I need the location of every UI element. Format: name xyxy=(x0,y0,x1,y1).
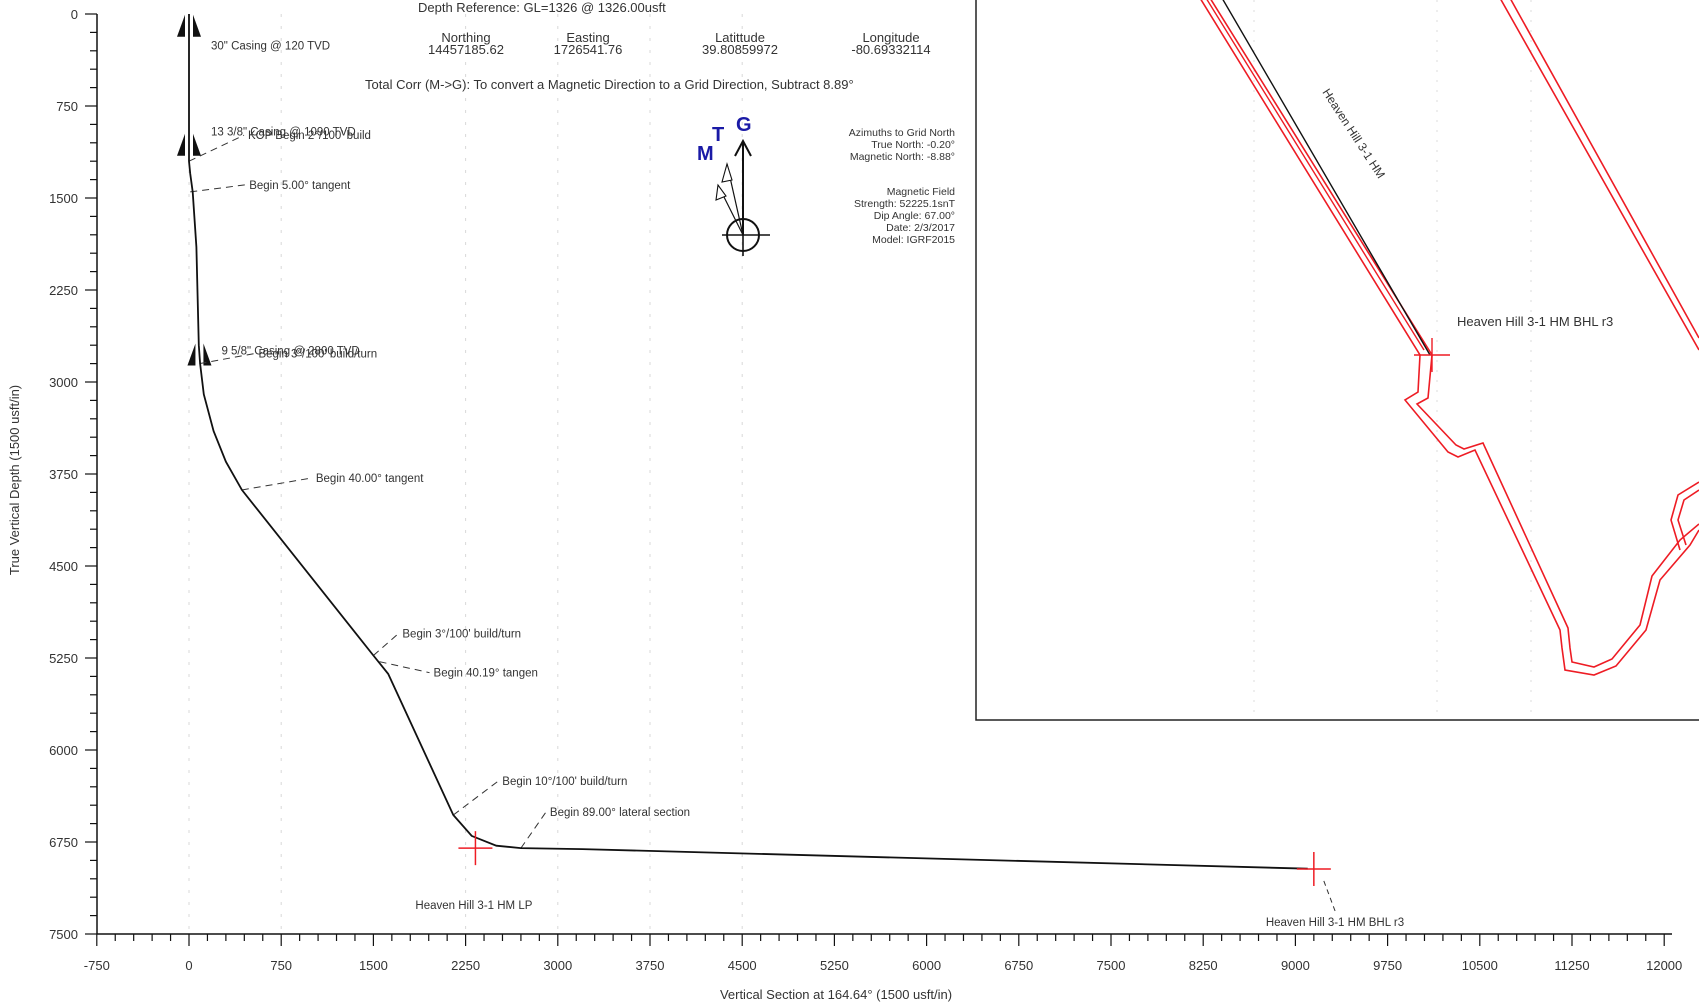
y-tick-label: 750 xyxy=(56,99,78,114)
well-path-series xyxy=(188,14,1308,870)
annotation-leader xyxy=(379,661,430,674)
plan-bhl-label: Heaven Hill 3-1 HM BHL r3 xyxy=(1457,314,1613,329)
plan-bhl-target-icon xyxy=(1414,338,1450,372)
annotation-label: Begin 5.00° tangent xyxy=(249,180,351,192)
magnetic-field-block: Magnetic Field Strength: 52225.1snT Dip … xyxy=(780,186,955,246)
depth-reference: Depth Reference: GL=1326 @ 1326.00usft xyxy=(418,0,666,15)
northing-value: 14457185.62 xyxy=(428,42,504,57)
latitude-value: 39.80859972 xyxy=(702,42,778,57)
x-tick-label: 12000 xyxy=(1646,958,1682,973)
x-tick-label: 2250 xyxy=(451,958,480,973)
casing-shoe-icon xyxy=(193,14,201,37)
casing-shoe-icon xyxy=(177,14,185,37)
azimuths-title: Azimuths to Grid North xyxy=(848,127,955,139)
x-tick-label: -750 xyxy=(84,958,110,973)
x-tick-label: 1500 xyxy=(359,958,388,973)
y-tick-label: 1500 xyxy=(49,191,78,206)
x-tick-label: 10500 xyxy=(1462,958,1498,973)
x-tick-label: 6750 xyxy=(1004,958,1033,973)
northing: Northing 14457185.62 xyxy=(406,30,526,57)
magnetic-field-title: Magnetic Field xyxy=(886,186,955,198)
annotation-leader xyxy=(188,134,245,162)
dip-angle: Dip Angle: 67.00° xyxy=(873,210,955,222)
x-tick-label: 4500 xyxy=(728,958,757,973)
true-north: True North: -0.20° xyxy=(871,139,955,151)
north-arrow-icon: M T G xyxy=(697,114,770,256)
annotation-label: KOP Begin 2°/100' build xyxy=(248,130,371,142)
annotation-leader xyxy=(190,184,246,193)
annotation-leader xyxy=(453,780,499,816)
y-tick-label: 0 xyxy=(71,7,78,22)
annotation-leader xyxy=(241,477,312,491)
target-leader xyxy=(1323,880,1337,914)
magnetic-north: Magnetic North: -8.88° xyxy=(849,151,955,163)
longitude: Longitude -80.69332114 xyxy=(831,30,951,57)
easting-value: 1726541.76 xyxy=(553,42,623,57)
latitude-label: Latittude xyxy=(715,30,765,45)
y-tick-label: 4500 xyxy=(49,559,78,574)
total-correction: Total Corr (M->G): To convert a Magnetic… xyxy=(365,77,854,92)
casing-shoe-icon xyxy=(193,133,201,156)
y-axis-label: True Vertical Depth (1500 usft/in) xyxy=(7,385,22,575)
target-label: Heaven Hill 3-1 HM BHL r3 xyxy=(1266,917,1404,929)
casing-shoe-icon xyxy=(177,133,185,156)
x-axis-label: Vertical Section at 164.64° (1500 usft/i… xyxy=(720,987,952,1002)
annotation-label: Begin 89.00° lateral section xyxy=(550,807,690,819)
x-tick-label: 5250 xyxy=(820,958,849,973)
lease-boundary-inner xyxy=(1210,0,1699,668)
lease-boundary-right xyxy=(1500,0,1699,551)
plan-view-inset: Heaven Hill 3-1 HM Heaven Hill 3-1 HM BH… xyxy=(975,0,1699,721)
x-tick-label: 0 xyxy=(185,958,192,973)
y-tick-label: 7500 xyxy=(49,927,78,942)
magnetic-strength: Strength: 52225.1snT xyxy=(854,198,955,210)
x-tick-label: 9000 xyxy=(1281,958,1310,973)
y-tick-label: 3000 xyxy=(49,375,78,390)
north-arrow-g: G xyxy=(736,114,752,136)
longitude-label: Longitude xyxy=(862,30,920,45)
annotation-leader xyxy=(520,811,547,849)
plan-view-frame xyxy=(975,0,1699,721)
x-tick-label: 11250 xyxy=(1554,958,1589,973)
y-tick-label: 6000 xyxy=(49,743,78,758)
x-tick-label: 3000 xyxy=(543,958,572,973)
lease-boundary-outer xyxy=(1200,0,1699,676)
x-tick-label: 9750 xyxy=(1373,958,1402,973)
casing-shoe-icon xyxy=(203,343,212,366)
annotation-leader xyxy=(373,633,399,656)
x-tick-label: 750 xyxy=(270,958,292,973)
annotation-leader xyxy=(199,353,255,365)
y-tick-label: 2250 xyxy=(49,283,78,298)
casing-shoe-icon xyxy=(187,343,196,366)
annotation-label: Begin 3°/100' build/turn xyxy=(402,629,521,641)
casing-label: 9 5/8" Casing @ 2800 TVD xyxy=(221,345,359,357)
x-tick-label: 7500 xyxy=(1097,958,1126,973)
field-date: Date: 2/3/2017 xyxy=(886,222,955,234)
easting-label: Easting xyxy=(566,30,610,45)
casing-label: 30" Casing @ 120 TVD xyxy=(211,41,330,53)
azimuths-block: Azimuths to Grid North True North: -0.20… xyxy=(780,127,955,163)
y-tick-label: 5250 xyxy=(49,651,78,666)
x-tick-label: 3750 xyxy=(636,958,665,973)
y-tick-label: 6750 xyxy=(49,835,78,850)
casing-label: 13 3/8" Casing @ 1090 TVD xyxy=(211,127,356,139)
latitude: Latittude 39.80859972 xyxy=(680,30,800,57)
y-tick-label: 3750 xyxy=(49,467,78,482)
field-model: Model: IGRF2015 xyxy=(872,234,955,246)
plan-well-path xyxy=(1222,0,1431,356)
plan-well-label: Heaven Hill 3-1 HM xyxy=(1319,86,1387,181)
annotation-label: Begin 40.19° tangen xyxy=(434,668,538,680)
north-arrow-m: M xyxy=(697,143,714,165)
annotation-label: Begin 3°/100' build/turn xyxy=(258,349,377,361)
northing-label: Northing xyxy=(441,30,491,45)
annotation-label: Begin 40.00° tangent xyxy=(316,473,424,485)
annotation-label: Begin 10°/100' build/turn xyxy=(502,776,627,788)
easting: Easting 1726541.76 xyxy=(528,30,648,57)
x-tick-label: 8250 xyxy=(1189,958,1218,973)
plan-well-path-red xyxy=(1206,0,1425,351)
x-tick-label: 6000 xyxy=(912,958,941,973)
north-arrow-t: T xyxy=(712,124,724,146)
target-label: Heaven Hill 3-1 HM LP xyxy=(415,900,532,912)
longitude-value: -80.69332114 xyxy=(851,42,931,57)
